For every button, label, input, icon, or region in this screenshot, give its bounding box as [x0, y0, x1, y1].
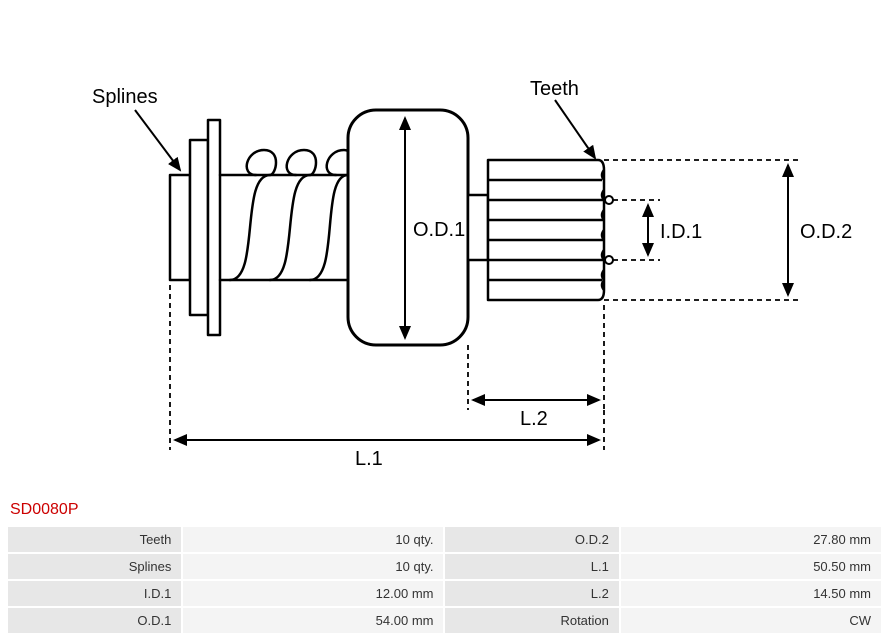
table-row: Splines10 qty.L.150.50 mm — [8, 554, 881, 579]
spec-value: 10 qty. — [183, 554, 443, 579]
dim-id1-label: I.D.1 — [660, 221, 702, 243]
spec-value: CW — [621, 608, 881, 633]
spec-label: L.1 — [445, 554, 618, 579]
table-row: I.D.112.00 mmL.214.50 mm — [8, 581, 881, 606]
dim-od1-label: O.D.1 — [413, 219, 465, 241]
table-row: Teeth10 qty.O.D.227.80 mm — [8, 527, 881, 552]
dim-od2-label: O.D.2 — [800, 221, 852, 243]
spec-table: Teeth10 qty.O.D.227.80 mmSplines10 qty.L… — [0, 525, 889, 635]
spec-value: 50.50 mm — [621, 554, 881, 579]
spec-label: I.D.1 — [8, 581, 181, 606]
dim-l1-label: L.1 — [355, 448, 383, 470]
table-row: O.D.154.00 mmRotationCW — [8, 608, 881, 633]
callout-splines-label: Splines — [92, 86, 158, 108]
spec-value: 12.00 mm — [183, 581, 443, 606]
spec-value: 14.50 mm — [621, 581, 881, 606]
part-number: SD0080P — [0, 495, 889, 525]
spec-label: O.D.1 — [8, 608, 181, 633]
spec-value: 54.00 mm — [183, 608, 443, 633]
spec-value: 27.80 mm — [621, 527, 881, 552]
spec-label: Splines — [8, 554, 181, 579]
callout-teeth-label: Teeth — [530, 78, 579, 100]
spec-label: L.2 — [445, 581, 618, 606]
dim-l2-label: L.2 — [520, 408, 548, 430]
technical-diagram: O.D.1 I.D.1 O.D.2 L.2 L.1 Splines Teeth — [0, 0, 889, 495]
spec-label: Rotation — [445, 608, 618, 633]
spec-label: Teeth — [8, 527, 181, 552]
spec-value: 10 qty. — [183, 527, 443, 552]
spec-label: O.D.2 — [445, 527, 618, 552]
